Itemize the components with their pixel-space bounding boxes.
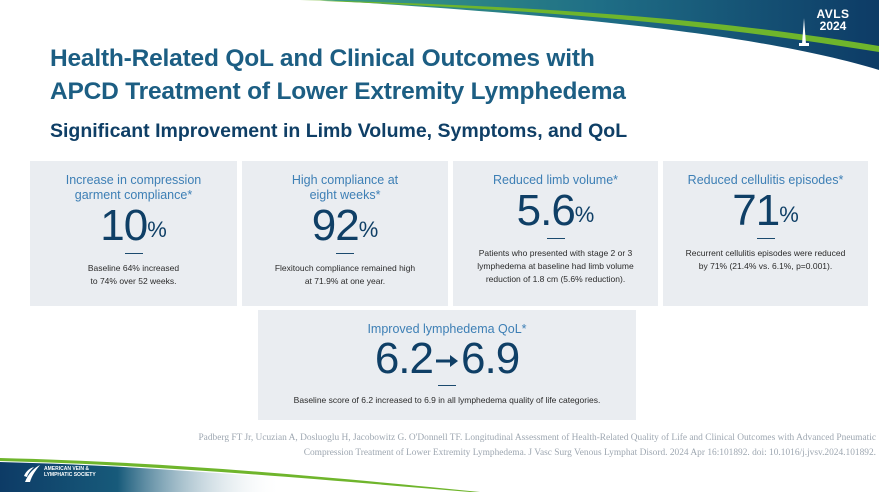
divider — [438, 385, 456, 386]
stat-number-to: 6.9 — [461, 334, 520, 383]
stat-number: 71 — [732, 186, 780, 235]
citation: Padberg FT Jr, Ucuzian A, Dosluoglu H, J… — [40, 431, 876, 461]
stat-number-from: 6.2 — [374, 334, 434, 383]
stat-label: Improved lymphedema QoL* — [367, 322, 527, 336]
desc-line: Recurrent cellulitis episodes were reduc… — [685, 248, 846, 258]
stat-value: 6.2 6.9 — [258, 337, 636, 381]
desc-line: Flexitouch compliance remained high — [274, 263, 416, 273]
stat-label-line: High compliance at — [291, 173, 399, 187]
stat-label: Increase in compression garment complian… — [30, 173, 237, 203]
desc-line: lymphedema at baseline had limb volume — [477, 261, 634, 271]
desc-line: Baseline 64% increased — [87, 263, 180, 273]
stat-description: Baseline 64% increased to 74% over 52 we… — [30, 262, 237, 288]
society-name-line: LYMPHATIC SOCIETY — [44, 472, 96, 478]
stat-label-line: garment compliance* — [74, 188, 193, 202]
stat-description: Recurrent cellulitis episodes were reduc… — [663, 247, 868, 273]
footer-swoosh-band — [0, 458, 480, 492]
stat-label-line: eight weeks* — [309, 188, 381, 202]
desc-line: at 71.9% at one year. — [304, 276, 386, 286]
title-line-1: Health-Related QoL and Clinical Outcomes… — [50, 45, 595, 72]
society-name-line: AMERICAN VEIN & — [44, 466, 90, 472]
stat-value: 10% — [30, 203, 237, 249]
stat-number: 92 — [311, 201, 360, 250]
stat-number: 10 — [100, 201, 148, 250]
stat-card-compression-compliance: Increase in compression garment complian… — [30, 161, 237, 306]
stat-number: 5.6 — [516, 186, 576, 235]
slide-title: Health-Related QoL and Clinical Outcomes… — [50, 42, 626, 108]
avls-society-logo: AMERICAN VEIN & LYMPHATIC SOCIETY — [22, 462, 112, 484]
divider — [124, 253, 143, 254]
society-name: AMERICAN VEIN & LYMPHATIC SOCIETY — [44, 466, 96, 478]
arrow-right-icon — [436, 355, 458, 368]
stat-label-line: Reduced limb volume* — [492, 173, 619, 187]
citation-line: Padberg FT Jr, Ucuzian A, Dosluoglu H, J… — [198, 433, 876, 443]
avls-2024-logo: AVLS 2024 — [799, 7, 857, 48]
stat-description: Flexitouch compliance remained high at 7… — [242, 262, 448, 288]
stat-description: Baseline score of 6.2 increased to 6.9 i… — [293, 395, 601, 405]
citation-line: Compression Treatment of Lower Extremity… — [303, 448, 876, 458]
divider — [756, 238, 775, 239]
stat-card-qol: Improved lymphedema QoL* 6.2 6.9 Baseline… — [258, 310, 636, 420]
stat-card-high-compliance: High compliance at eight weeks* 92% Flex… — [242, 161, 448, 306]
stat-label-line: Increase in compression — [65, 173, 202, 187]
stat-description: Patients who presented with stage 2 or 3… — [453, 247, 658, 286]
stat-value: 5.6% — [453, 188, 658, 234]
stat-label: Reduced limb volume* — [453, 173, 658, 188]
desc-line: to 74% over 52 weeks. — [90, 276, 177, 286]
monument-icon — [799, 18, 809, 46]
desc-line: by 71% (21.4% vs. 6.1%, p=0.001). — [698, 261, 833, 271]
stat-value: 71% — [663, 188, 868, 234]
logo-text-year: 2024 — [819, 19, 847, 33]
society-leaf-icon — [24, 465, 40, 482]
stat-unit: % — [358, 217, 379, 242]
desc-line: Patients who presented with stage 2 or 3 — [478, 248, 633, 258]
stat-label: Reduced cellulitis episodes* — [663, 173, 868, 188]
stat-unit: % — [574, 202, 595, 227]
stat-unit: % — [779, 202, 799, 227]
stat-label: High compliance at eight weeks* — [242, 173, 448, 203]
stat-card-cellulitis: Reduced cellulitis episodes* 71% Recurre… — [663, 161, 868, 306]
divider — [546, 238, 565, 239]
stat-label-line: Reduced cellulitis episodes* — [687, 173, 844, 187]
stat-card-limb-volume: Reduced limb volume* 5.6% Patients who p… — [453, 161, 658, 306]
desc-line: reduction of 1.8 cm (5.6% reduction). — [485, 274, 626, 284]
header-swoosh-band — [300, 0, 879, 70]
slide-subtitle: Significant Improvement in Limb Volume, … — [50, 120, 628, 142]
stat-value: 92% — [242, 203, 448, 249]
divider — [336, 253, 354, 254]
title-line-2: APCD Treatment of Lower Extremity Lymphe… — [50, 78, 626, 105]
stat-unit: % — [147, 217, 167, 242]
logo-text-avls: AVLS — [816, 7, 850, 21]
